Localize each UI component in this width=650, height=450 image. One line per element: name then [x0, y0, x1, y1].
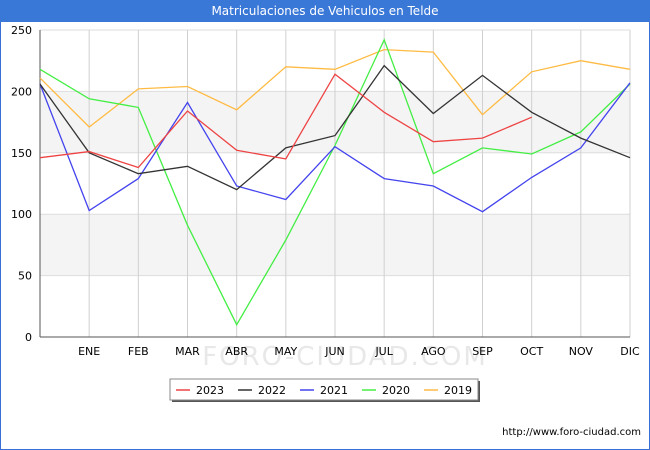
x-tick-label: SEP	[472, 345, 493, 358]
series-line-2023	[39, 73, 532, 169]
footer-url: http://www.foro-ciudad.com	[502, 427, 641, 438]
series-line-2022	[39, 64, 631, 191]
legend-label-2019: 2019	[444, 384, 472, 397]
x-tick-label: JUN	[324, 345, 345, 358]
x-tick-label: NOV	[569, 345, 594, 358]
legend-label-2021: 2021	[320, 384, 348, 397]
watermark: FORO-CIUDAD.COM	[202, 342, 488, 372]
x-tick-label: AGO	[421, 345, 446, 358]
x-tick-label: DIC	[620, 345, 640, 358]
x-tick-label: MAY	[274, 345, 297, 358]
x-tick-label: MAR	[175, 345, 200, 358]
tick-labels: 0 50 100 150 200 250 ENE FEB MAR ABR MAY JUN JUL AGO S…	[11, 24, 640, 358]
series-line-2021	[39, 82, 631, 213]
legend-label-2022: 2022	[258, 384, 286, 397]
legend-label-2020: 2020	[382, 384, 410, 397]
series-line-2020	[39, 38, 631, 327]
chart-title: Matriculaciones de Vehiculos en Telde	[0, 0, 650, 22]
legend-label-2023: 2023	[196, 384, 224, 397]
axes	[39, 30, 630, 338]
legend-box	[169, 378, 479, 401]
x-tick-label: FEB	[128, 345, 149, 358]
x-tick-label: JUL	[374, 345, 393, 358]
series-lines	[39, 38, 631, 327]
series-line-2019	[39, 48, 631, 128]
y-tick-label: 0	[25, 331, 32, 344]
y-tick-label: 50	[18, 270, 32, 283]
y-tick-label: 100	[11, 208, 32, 221]
y-tick-label: 250	[11, 24, 32, 37]
y-tick-label: 150	[11, 147, 32, 160]
legend: 2023 2022 2021 2020 2019	[169, 378, 480, 402]
x-tick-label: ABR	[225, 345, 248, 358]
x-tick-label: ENE	[78, 345, 100, 358]
x-tick-label: OCT	[520, 345, 543, 358]
y-tick-label: 200	[11, 85, 32, 98]
